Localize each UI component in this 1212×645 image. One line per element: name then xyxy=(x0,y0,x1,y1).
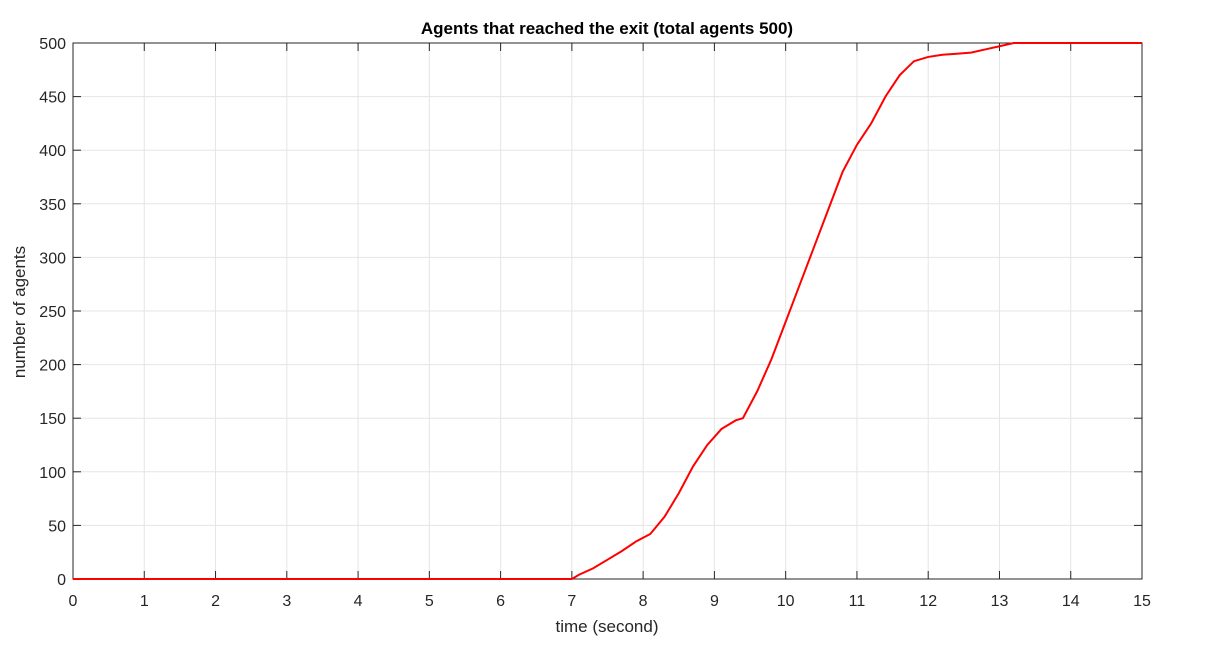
y-tick-label: 300 xyxy=(39,250,66,267)
x-tick-label: 7 xyxy=(567,593,576,610)
y-axis-tick-labels: 0 50 100 150 200 250 300 350 400 450 500 xyxy=(39,36,66,589)
x-axis-tick-labels: 0 1 2 3 4 5 6 7 8 9 10 11 12 13 14 15 xyxy=(69,593,1151,610)
y-tick-label: 50 xyxy=(48,518,66,535)
y-tick-label: 250 xyxy=(39,304,66,321)
grid-lines xyxy=(72,42,1143,580)
x-tick-label: 4 xyxy=(354,593,363,610)
x-tick-label: 11 xyxy=(849,593,866,610)
y-tick-label: 400 xyxy=(39,143,66,160)
y-tick-label: 200 xyxy=(39,358,66,375)
x-tick-label: 2 xyxy=(211,593,220,610)
x-tick-label: 13 xyxy=(991,593,1009,610)
y-tick-label: 0 xyxy=(57,572,66,589)
x-tick-label: 0 xyxy=(69,593,78,610)
x-axis-label: time (second) xyxy=(556,617,659,636)
x-tick-label: 14 xyxy=(1062,593,1080,610)
axis-ticks xyxy=(72,42,1143,580)
chart-title: Agents that reached the exit (total agen… xyxy=(421,19,793,38)
x-tick-label: 5 xyxy=(425,593,434,610)
x-tick-label: 9 xyxy=(710,593,719,610)
y-tick-label: 100 xyxy=(39,465,66,482)
y-axis-label: number of agents xyxy=(10,246,29,378)
x-tick-label: 8 xyxy=(639,593,648,610)
x-tick-label: 10 xyxy=(777,593,795,610)
x-tick-label: 15 xyxy=(1133,593,1151,610)
y-tick-label: 450 xyxy=(39,90,66,107)
y-tick-label: 150 xyxy=(39,411,66,428)
x-tick-label: 6 xyxy=(496,593,505,610)
y-tick-label: 500 xyxy=(39,36,66,53)
series-line xyxy=(73,42,1142,580)
x-tick-label: 12 xyxy=(919,593,937,610)
y-tick-label: 350 xyxy=(39,197,66,214)
x-tick-label: 3 xyxy=(282,593,291,610)
x-tick-label: 1 xyxy=(140,593,149,610)
